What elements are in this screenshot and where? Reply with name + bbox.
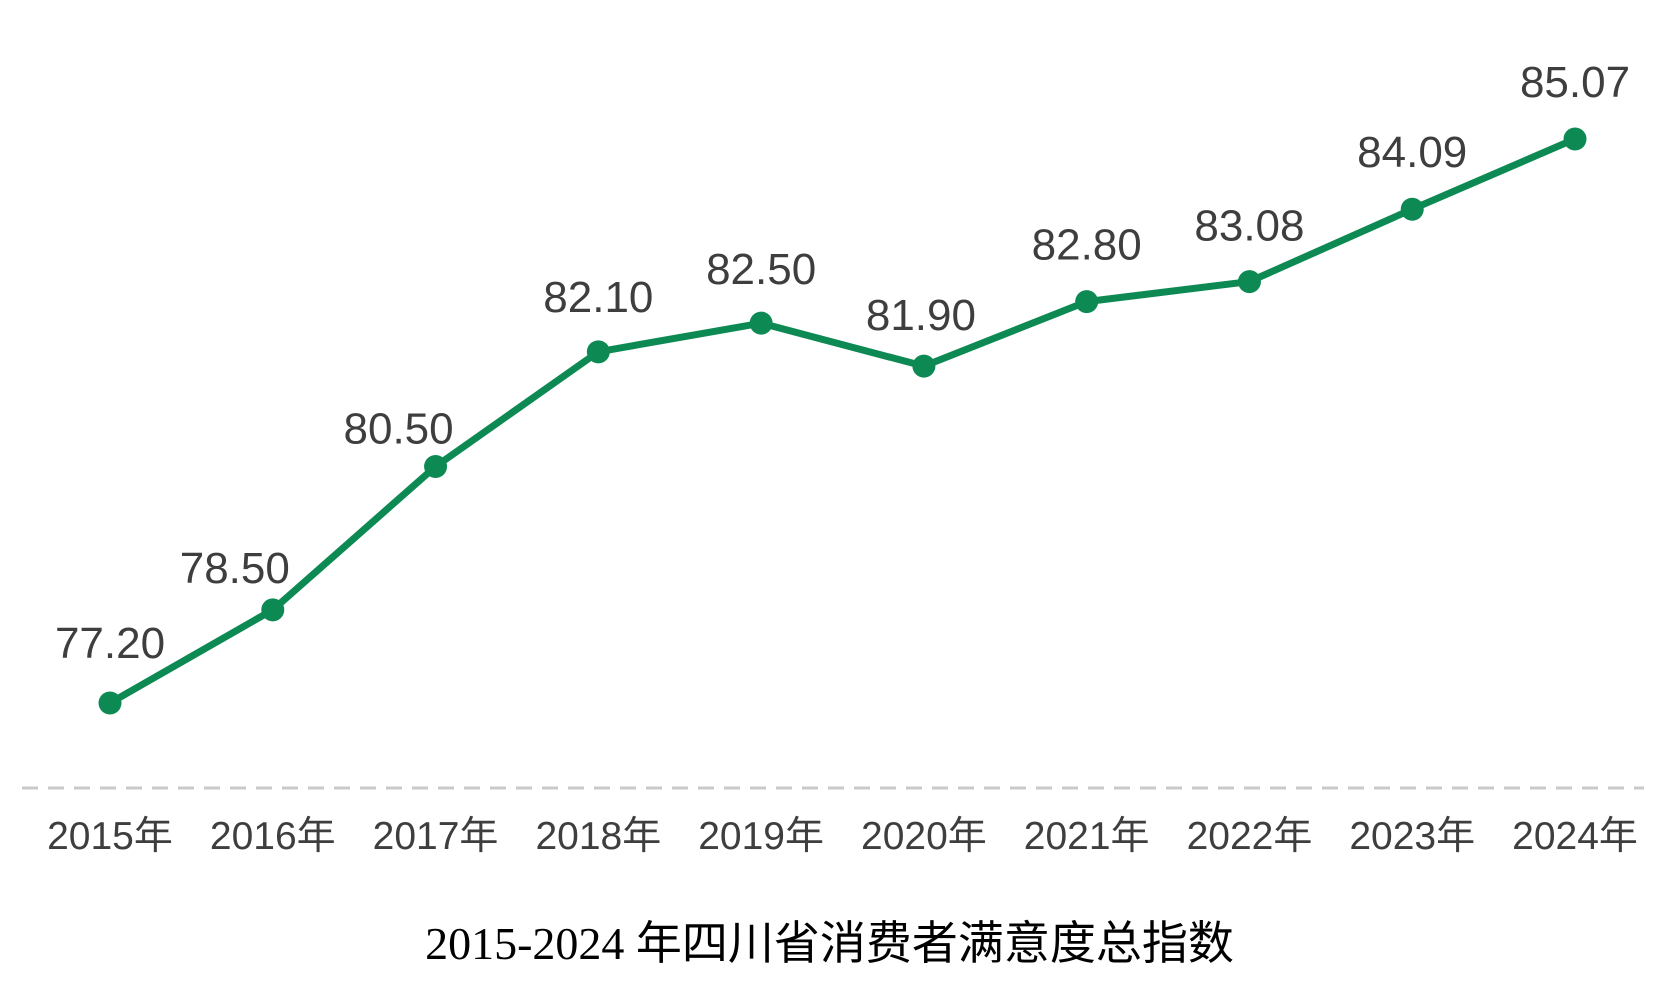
x-axis-label-2023年: 2023年: [1349, 815, 1475, 858]
data-label-2017年: 80.50: [344, 404, 454, 453]
data-point-marker-2020年: [912, 354, 936, 378]
data-point-marker-2023年: [1400, 197, 1424, 221]
data-label-2023年: 84.09: [1357, 128, 1467, 177]
data-point-marker-2019年: [749, 311, 773, 335]
data-point-marker-2021年: [1075, 290, 1099, 314]
x-axis-label-2017年: 2017年: [373, 815, 499, 858]
x-axis-label-2015年: 2015年: [47, 815, 173, 858]
x-axis-label-2022年: 2022年: [1187, 815, 1313, 858]
data-label-2019年: 82.50: [706, 245, 816, 294]
series-line: [106, 135, 1579, 707]
data-label-2021年: 82.80: [1032, 221, 1142, 270]
data-point-marker-2018年: [586, 340, 610, 364]
data-point-marker-2015年: [98, 691, 122, 715]
data-label-2024年: 85.07: [1520, 58, 1630, 107]
x-axis-label-2018年: 2018年: [535, 815, 661, 858]
x-axis-label-2019年: 2019年: [698, 815, 824, 858]
data-point-marker-2022年: [1237, 270, 1261, 294]
data-label-2015年: 77.20: [55, 619, 165, 668]
data-point-marker-2024年: [1563, 127, 1587, 151]
chart-title: 2015-2024 年四川省消费者满意度总指数: [425, 918, 1234, 969]
x-axis-label-2016年: 2016年: [210, 815, 336, 858]
data-label-2018年: 82.10: [543, 273, 653, 322]
x-axis-label-2021年: 2021年: [1024, 815, 1150, 858]
data-label-2016年: 78.50: [180, 544, 290, 593]
data-point-marker-2016年: [261, 598, 285, 622]
data-label-2022年: 83.08: [1194, 202, 1304, 251]
x-axis-label-2024年: 2024年: [1512, 815, 1638, 858]
data-label-2020年: 81.90: [866, 291, 976, 340]
x-axis-label-2020年: 2020年: [861, 815, 987, 858]
data-point-marker-2017年: [424, 454, 448, 478]
